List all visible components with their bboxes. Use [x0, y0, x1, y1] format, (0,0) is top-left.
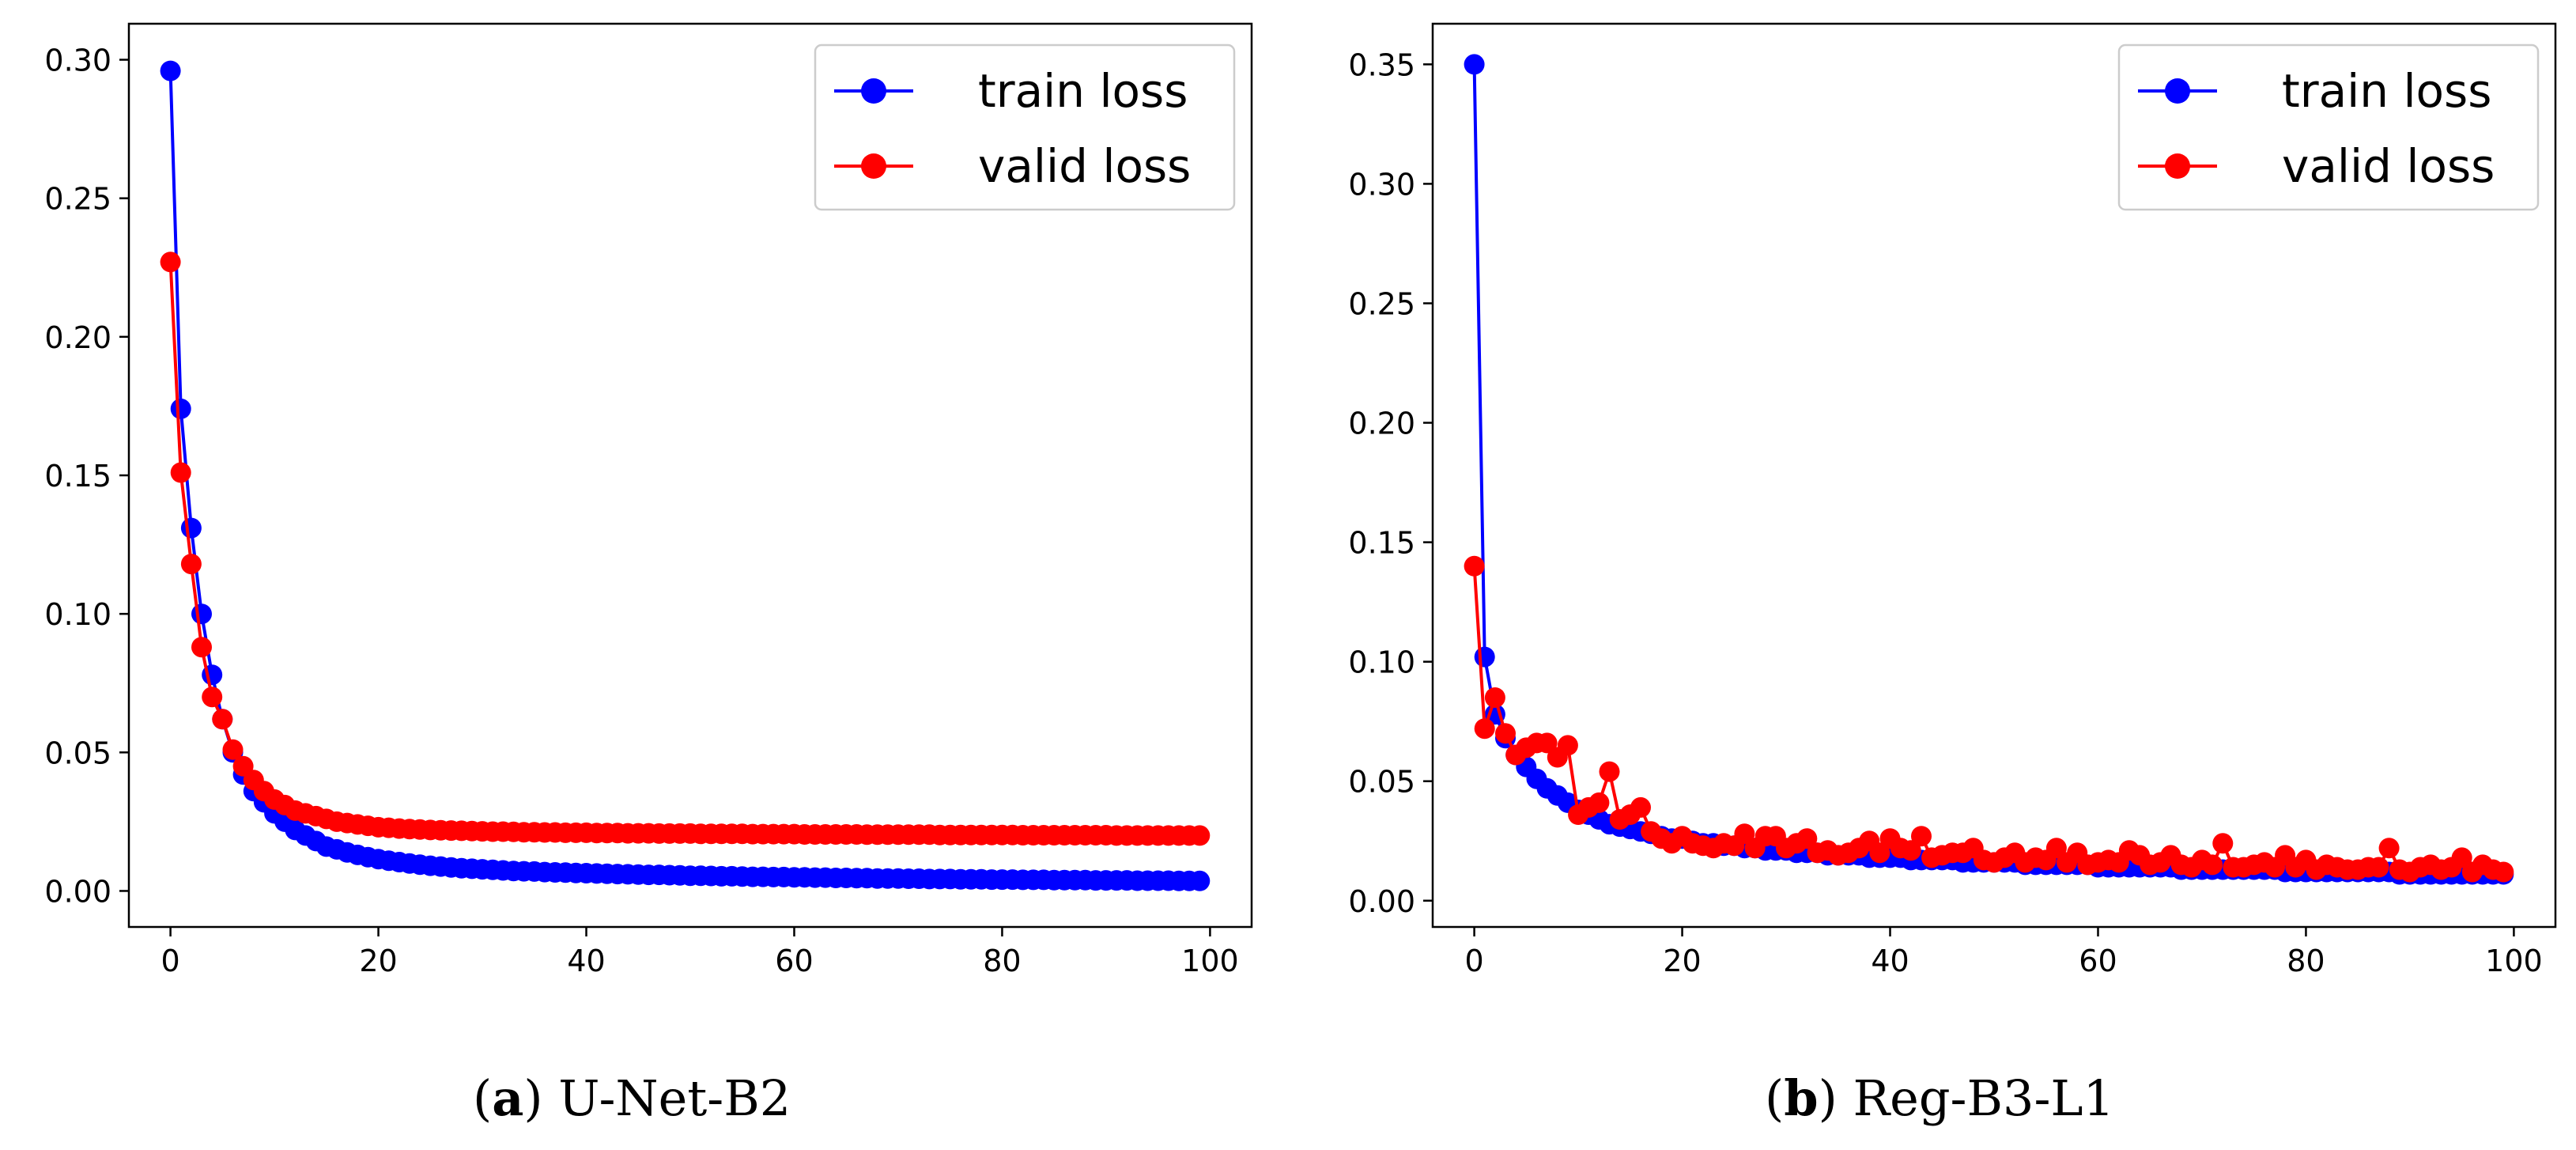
data-point-train-loss-0 — [160, 60, 181, 81]
x-tick-label: 0 — [161, 944, 179, 978]
y-tick-label: 0.15 — [1348, 526, 1415, 561]
data-point-valid-loss-32 — [1796, 828, 1818, 849]
data-point-train-loss-0 — [1464, 54, 1485, 75]
data-point-valid-loss-39 — [1869, 842, 1890, 864]
panel-b-reg-b3-l1: 0 20 40 60 80 100 0.00 0.05 0.10 0.15 0.20 0.25 0.30… — [1348, 22, 2557, 978]
legend-label-train-loss: train loss — [978, 64, 1188, 118]
y-tick-label: 0.00 — [1348, 884, 1415, 919]
x-tick-label: 40 — [567, 944, 605, 978]
data-point-valid-loss-3 — [1495, 723, 1516, 744]
data-point-valid-loss-87 — [2368, 857, 2389, 878]
x-tick-label: 20 — [1663, 944, 1701, 978]
data-point-valid-loss-9 — [1557, 735, 1578, 756]
series-line-valid-loss — [168, 262, 1200, 838]
data-point-valid-loss-42 — [1900, 840, 1921, 861]
y-tick-label: 0.20 — [1348, 407, 1415, 441]
legend-label-valid-loss: valid loss — [2282, 139, 2495, 193]
caption-a-text: U-Net-B2 — [558, 1069, 791, 1127]
data-point-valid-loss-2 — [180, 554, 202, 575]
x-tick-label: 60 — [2079, 944, 2117, 978]
data-point-train-loss-1 — [170, 398, 191, 419]
data-point-valid-loss-16 — [1630, 796, 1651, 818]
y-tick-label: 0.00 — [44, 874, 111, 909]
data-point-valid-loss-3 — [191, 637, 212, 658]
data-point-valid-loss-43 — [1911, 826, 1932, 847]
data-point-valid-loss-56 — [2045, 838, 2067, 859]
x-tick-label: 80 — [2287, 944, 2325, 978]
data-point-valid-loss-72 — [2212, 833, 2234, 854]
x-tick-label: 100 — [1181, 944, 1239, 978]
legend-box — [814, 44, 1236, 211]
data-point-valid-loss-0 — [160, 252, 181, 273]
data-point-valid-loss-26 — [1734, 823, 1755, 845]
y-tick-label: 0.05 — [1348, 765, 1415, 800]
x-tick-label: 0 — [1464, 944, 1483, 978]
legend-marker-valid-loss — [861, 153, 886, 179]
y-tick-label: 0.25 — [44, 182, 111, 217]
x-tick-label: 20 — [359, 944, 397, 978]
caption-a: (a) U-Net-B2 — [473, 1069, 791, 1127]
caption-b: (b) Reg-B3-L1 — [1765, 1069, 2115, 1127]
axes-frame — [1431, 22, 2557, 929]
legend-label-train-loss: train loss — [2282, 64, 2491, 118]
legend-marker-train-loss — [861, 78, 886, 104]
y-tick-label: 0.05 — [44, 736, 111, 770]
data-point-valid-loss-99 — [1189, 825, 1211, 846]
y-tick-label: 0.10 — [44, 597, 111, 632]
y-tick-label: 0.30 — [1348, 167, 1415, 202]
data-point-valid-loss-99 — [2493, 861, 2514, 883]
data-point-valid-loss-88 — [2378, 838, 2400, 859]
data-point-valid-loss-0 — [1464, 555, 1485, 577]
y-tick-label: 0.25 — [1348, 286, 1415, 321]
caption-a-tag: a — [492, 1069, 524, 1127]
y-tick-label: 0.10 — [1348, 645, 1415, 680]
data-point-valid-loss-2 — [1484, 687, 1505, 708]
y-tick-label: 0.30 — [44, 44, 111, 78]
data-point-valid-loss-95 — [2451, 847, 2472, 868]
legend-marker-train-loss — [2165, 78, 2190, 104]
y-tick-label: 0.35 — [1348, 47, 1415, 82]
y-tick-label: 0.15 — [44, 459, 111, 494]
legend-box — [2117, 44, 2540, 211]
x-tick-label: 40 — [1871, 944, 1909, 978]
data-point-valid-loss-5 — [212, 709, 233, 730]
data-point-train-loss-99 — [1189, 870, 1211, 891]
data-point-train-loss-1 — [1474, 646, 1495, 668]
data-point-valid-loss-1 — [170, 462, 191, 483]
y-tick-label: 0.20 — [44, 320, 111, 355]
data-point-valid-loss-4 — [202, 687, 223, 708]
data-point-valid-loss-6 — [222, 739, 244, 760]
legend-label-valid-loss: valid loss — [978, 139, 1191, 193]
data-point-train-loss-3 — [191, 603, 212, 625]
data-point-valid-loss-1 — [1474, 718, 1495, 740]
data-point-valid-loss-7 — [1536, 732, 1558, 754]
x-tick-label: 60 — [775, 944, 813, 978]
data-point-valid-loss-13 — [1599, 761, 1620, 782]
x-tick-label: 80 — [983, 944, 1021, 978]
data-point-valid-loss-71 — [2202, 854, 2223, 876]
caption-b-text: Reg-B3-L1 — [1853, 1069, 2115, 1127]
data-point-train-loss-2 — [180, 517, 202, 539]
panel-a-unet-b2: 0 20 40 60 80 100 0.00 0.05 0.10 0.15 0.20 0.25 0.30… — [44, 22, 1253, 978]
legend-marker-valid-loss — [2165, 153, 2190, 179]
data-point-valid-loss-12 — [1588, 792, 1610, 813]
x-tick-label: 100 — [2485, 944, 2543, 978]
caption-b-tag: b — [1784, 1069, 1819, 1127]
